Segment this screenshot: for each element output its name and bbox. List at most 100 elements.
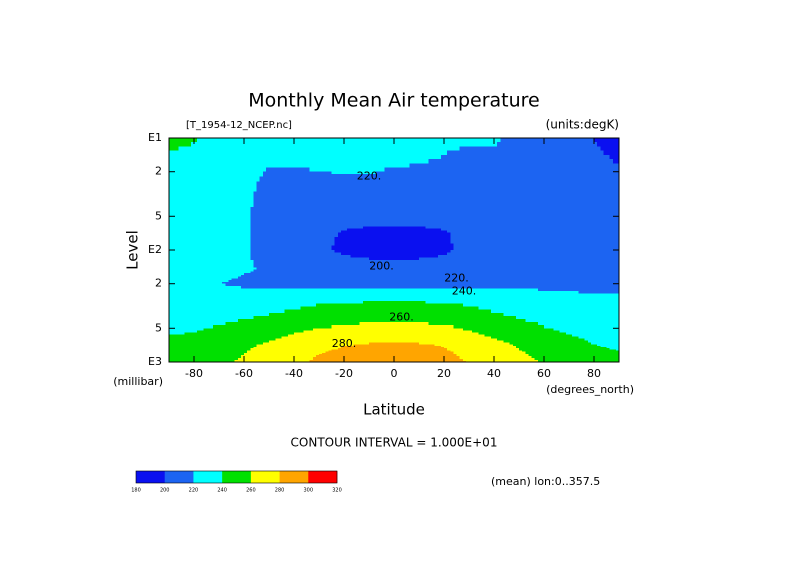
contour-fill — [394, 338, 420, 342]
contour-fill — [394, 174, 420, 178]
contour-fill — [569, 325, 595, 329]
contour-fill — [544, 181, 570, 185]
contour-fill — [544, 286, 570, 290]
contour-fill — [219, 315, 245, 320]
contour-fill — [544, 150, 570, 156]
contour-fill — [369, 154, 395, 160]
contour-fill — [419, 220, 445, 224]
contour-fill — [225, 322, 245, 326]
contour-fill — [544, 252, 570, 256]
contour-fill — [219, 281, 223, 285]
contour-fill — [469, 239, 495, 242]
contour-fill — [169, 359, 195, 361]
contour-fill — [269, 274, 295, 278]
contour-fill — [256, 267, 270, 271]
contour-fill — [528, 355, 545, 357]
contour-fill — [519, 315, 545, 320]
contour-fill — [419, 286, 445, 290]
contour-fill — [219, 273, 245, 276]
contour-fill — [494, 241, 520, 245]
contour-fill — [469, 220, 495, 224]
contour-fill — [519, 181, 545, 185]
contour-fill — [294, 142, 320, 148]
contour-fill — [294, 269, 320, 273]
contour-fill — [169, 197, 195, 202]
contour-fill — [394, 247, 420, 251]
contour-fill — [469, 359, 495, 361]
contour-fill — [394, 271, 420, 274]
contour-fill — [194, 345, 220, 348]
contour-fill — [194, 264, 220, 268]
colorbar-label: 220 — [189, 488, 199, 494]
contour-fill — [344, 322, 361, 326]
contour-fill — [269, 283, 295, 287]
contour-fill — [494, 360, 520, 362]
contour-fill — [244, 352, 270, 355]
contour-fill — [419, 150, 445, 156]
contour-fill — [569, 254, 595, 258]
contour-fill — [594, 171, 620, 175]
contour-fill — [419, 257, 445, 261]
contour-fill — [194, 293, 220, 297]
contour-fill — [269, 210, 295, 214]
contour-fill — [294, 334, 320, 338]
contour-fill — [594, 216, 620, 219]
contour-fill — [519, 243, 545, 247]
contour-fill — [419, 239, 445, 242]
contour-fill — [294, 232, 320, 236]
contour-fill — [319, 154, 345, 160]
contour-fill — [169, 348, 195, 350]
contour-fill — [494, 276, 520, 280]
contour-fill — [444, 146, 461, 152]
contour-fill — [594, 146, 601, 152]
contour-fill — [394, 283, 420, 287]
contour-fill — [444, 138, 470, 143]
contour-fill — [244, 309, 270, 314]
contour-fill — [394, 281, 420, 285]
contour-fill — [253, 200, 270, 205]
contour-fill — [294, 306, 301, 311]
contour-fill — [519, 352, 526, 355]
contour-fill — [594, 247, 620, 251]
contour-fill — [519, 356, 533, 358]
contour-fill — [419, 309, 445, 314]
contour-fill — [194, 358, 220, 360]
contour-fill — [169, 349, 195, 352]
colorbar-label: 300 — [304, 488, 314, 494]
contour-fill — [394, 344, 420, 347]
contour-fill — [369, 171, 376, 175]
contour-fill — [494, 194, 520, 199]
contour-fill — [244, 206, 251, 211]
contour-fill — [494, 176, 520, 180]
contour-fill — [269, 278, 295, 281]
contour-fill — [444, 259, 470, 263]
contour-fill — [244, 220, 251, 224]
contour-fill — [369, 224, 395, 228]
contour-fill — [269, 174, 295, 178]
contour-fill — [362, 300, 370, 305]
contour-fill — [369, 315, 395, 320]
contour-fill — [369, 206, 395, 211]
contour-fill — [269, 264, 295, 268]
contour-fill — [269, 218, 295, 221]
contour-fill — [344, 259, 370, 263]
contour-fill — [269, 216, 295, 219]
contour-fill — [444, 243, 454, 247]
y-tick-label: E2 — [148, 243, 162, 256]
contour-fill — [519, 334, 545, 338]
contour-fill — [244, 154, 270, 160]
contour-fill — [240, 357, 245, 359]
contour-fill — [169, 250, 195, 254]
contour-fill — [369, 338, 395, 342]
contour-fill — [569, 280, 595, 283]
contour-fill — [369, 146, 395, 152]
contour-fill — [222, 281, 245, 285]
contour-fill — [494, 359, 520, 361]
contour-fill — [219, 239, 245, 242]
contour-fill — [369, 351, 395, 354]
contour-fill — [244, 226, 251, 230]
contour-fill — [269, 348, 295, 350]
contour-fill — [494, 262, 520, 266]
contour-fill — [194, 226, 220, 230]
contour-fill — [469, 278, 495, 281]
